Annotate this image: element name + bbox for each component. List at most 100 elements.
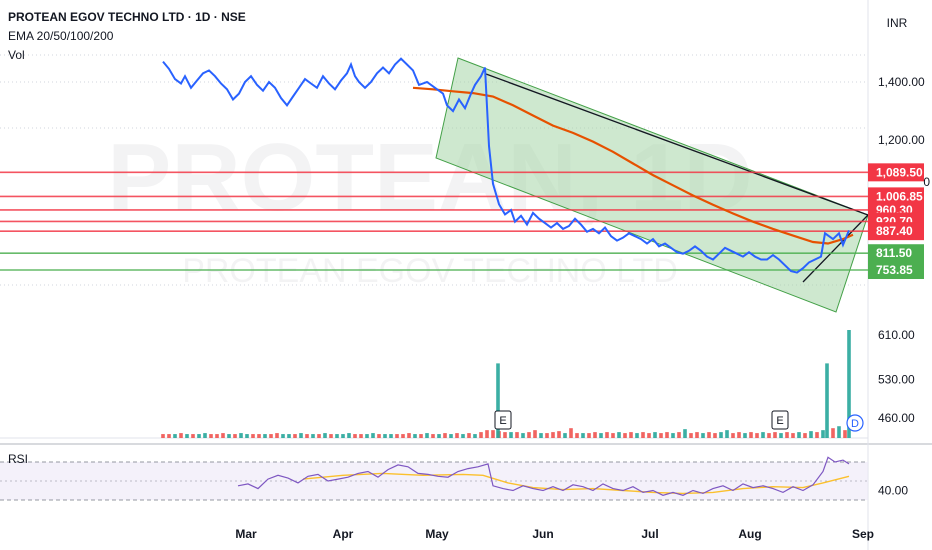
volume-bar [797, 432, 801, 438]
volume-bar [449, 434, 453, 438]
trendline-lower [802, 214, 869, 283]
volume-bar [713, 433, 717, 438]
volume-bar [467, 433, 471, 438]
earnings-marker[interactable]: E [771, 410, 789, 430]
rsi-label[interactable]: RSI [8, 452, 29, 466]
volume-bar [515, 432, 519, 438]
volume-bar [635, 433, 639, 438]
event-markers: E E D [494, 410, 864, 432]
volume-bar [617, 432, 621, 438]
volume-bar [383, 434, 387, 438]
volume-bar [299, 433, 303, 438]
volume-bar [737, 432, 741, 438]
volume-bar [527, 432, 531, 438]
time-axis[interactable]: Mar Apr May Jun Jul Aug Sep [235, 527, 874, 541]
volume-bar [461, 434, 465, 438]
volume-bar [707, 432, 711, 438]
volume-bar [347, 433, 351, 438]
level-badge-bg [868, 261, 924, 279]
volume-bar [821, 430, 825, 438]
volume-bar [263, 434, 267, 438]
volume-bar [647, 433, 651, 438]
volume-bar [431, 434, 435, 438]
volume-bar [377, 434, 381, 438]
volume-bar [251, 434, 255, 438]
volume-bar [275, 433, 279, 438]
dividend-marker-label: D [851, 418, 859, 430]
level-lines [0, 171, 868, 271]
volume-bar [359, 434, 363, 438]
volume-bar [791, 433, 795, 438]
volume-bar [496, 363, 500, 438]
price-axis[interactable]: 1,400.001,200.001,089.501,006.85960.3092… [868, 75, 925, 498]
volume-bar [287, 434, 291, 438]
resistance-level-badge: 887.40 [868, 222, 924, 241]
volume-bar [203, 433, 207, 438]
indicator-label[interactable]: EMA 20/50/100/200 [8, 29, 114, 43]
volume-bar [443, 433, 447, 438]
symbol-title[interactable]: PROTEAN EGOV TECHNO LTD · 1D · NSE [8, 10, 246, 24]
volume-bar [575, 433, 579, 438]
volume-bar [473, 434, 477, 438]
volume-bar [731, 433, 735, 438]
volume-bar [815, 432, 819, 438]
currency-label[interactable]: INR [886, 16, 908, 30]
volume-bar [167, 434, 171, 438]
volume-bar [755, 433, 759, 438]
volume-bar [773, 432, 777, 438]
volume-bar [671, 433, 675, 438]
watermark-name: PROTEAN EGOV TECHNO LTD [182, 252, 678, 290]
volume-bar [551, 432, 555, 438]
volume-bar [677, 432, 681, 438]
rsi-ma-line [302, 472, 850, 495]
level-badge-bg [868, 244, 924, 263]
volume-panel [161, 330, 851, 438]
level-badge-label: 1,006.85 [876, 189, 923, 203]
volume-bar [335, 434, 339, 438]
volume-bar [293, 434, 297, 438]
ema-line [412, 86, 854, 245]
earnings-marker[interactable]: E [494, 410, 512, 430]
volume-bar [317, 434, 321, 438]
trendline-upper [485, 73, 869, 216]
volume-bar [353, 434, 357, 438]
volume-bar [485, 430, 489, 438]
level-badge-bg [868, 187, 924, 206]
price-tick-label: 1,200.00 [878, 133, 925, 147]
level-badge-label: 753.85 [876, 263, 913, 277]
volume-bar [269, 434, 273, 438]
volume-bar [629, 432, 633, 438]
volume-bar [557, 431, 561, 438]
volume-tick-label: 530.00 [878, 372, 915, 386]
dividend-marker[interactable]: D [846, 414, 864, 432]
volume-bar [719, 432, 723, 438]
volume-bar [641, 432, 645, 438]
volume-bar [749, 432, 753, 438]
time-tick-label: Jun [532, 527, 553, 541]
volume-bar [341, 434, 345, 438]
stray-axis-label: 0 [923, 175, 930, 189]
volume-bar [701, 433, 705, 438]
volume-bar [407, 433, 411, 438]
volume-bar [179, 433, 183, 438]
volume-bar [185, 434, 189, 438]
price-tick-label: 1,400.00 [878, 75, 925, 89]
volume-bar [605, 432, 609, 438]
volume-bar [191, 434, 195, 438]
volume-bar [521, 433, 525, 438]
volume-bar [419, 434, 423, 438]
level-badge-bg [868, 163, 924, 182]
volume-bar [311, 434, 315, 438]
time-tick-label: Sep [852, 527, 874, 541]
volume-bar [809, 431, 813, 438]
volume-bar [221, 433, 225, 438]
earnings-marker-label: E [776, 415, 783, 427]
volume-bar [389, 434, 393, 438]
earnings-marker-label: E [499, 415, 506, 427]
volume-label[interactable]: Vol [8, 48, 25, 62]
volume-bar [545, 433, 549, 438]
volume-bar [209, 434, 213, 438]
support-level-badge: 753.85 [868, 261, 924, 279]
volume-bar [563, 433, 567, 438]
